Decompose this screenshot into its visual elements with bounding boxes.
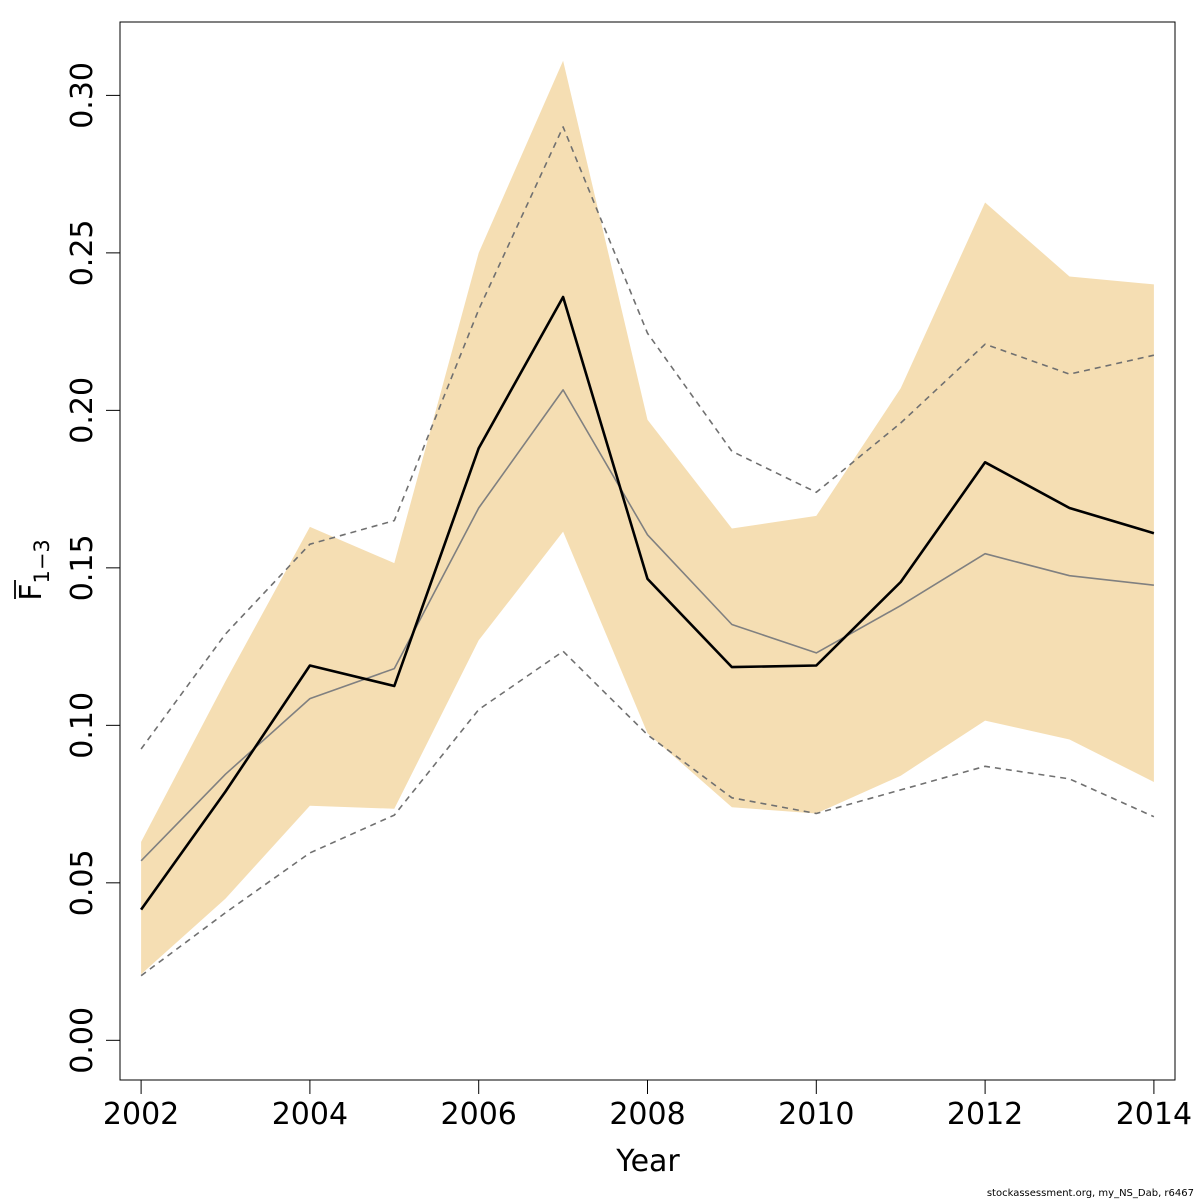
x-tick-label: 2004 xyxy=(272,1097,348,1132)
x-tick-label: 2014 xyxy=(1116,1097,1192,1132)
x-tick-label: 2002 xyxy=(103,1097,179,1132)
x-axis-title: Year xyxy=(615,1144,680,1179)
x-tick-label: 2012 xyxy=(947,1097,1023,1132)
y-axis-title: F1−3 xyxy=(14,539,54,601)
series-line-alternative-upper xyxy=(140,126,1155,750)
y-tick-label: 0.05 xyxy=(65,849,100,916)
y-tick-label: 0.30 xyxy=(65,62,100,129)
y-tick-label: 0.10 xyxy=(65,692,100,759)
y-axis: 0.00 0.05 0.10 0.15 0.20 0.25 0.30 xyxy=(65,62,121,1074)
x-tick-label: 2010 xyxy=(778,1097,854,1132)
series-line-alternative-lower xyxy=(140,650,1155,977)
footer-credit: stockassessment.org, my_NS_Dab, r6467 xyxy=(986,1188,1194,1199)
y-tick-label: 0.15 xyxy=(65,534,100,601)
series-line-estimate xyxy=(140,295,1155,911)
y-tick-label: 0.25 xyxy=(65,219,100,286)
y-tick-label: 0.00 xyxy=(65,1007,100,1074)
x-tick-label: 2008 xyxy=(609,1097,685,1132)
y-tick-label: 0.20 xyxy=(65,377,100,444)
confidence-band xyxy=(141,60,1154,975)
x-axis: 2002 2004 2006 2008 2010 2012 2014 xyxy=(103,1079,1192,1132)
confidence-band-layer xyxy=(141,60,1154,975)
x-tick-label: 2006 xyxy=(441,1097,517,1132)
svg-text:F1−3: F1−3 xyxy=(14,539,54,601)
y-axis-title-main: F xyxy=(14,584,49,601)
series-line-alternative-estimate xyxy=(140,389,1154,862)
y-axis-title-sub: 1−3 xyxy=(30,539,54,583)
series-lines-layer xyxy=(140,126,1155,977)
